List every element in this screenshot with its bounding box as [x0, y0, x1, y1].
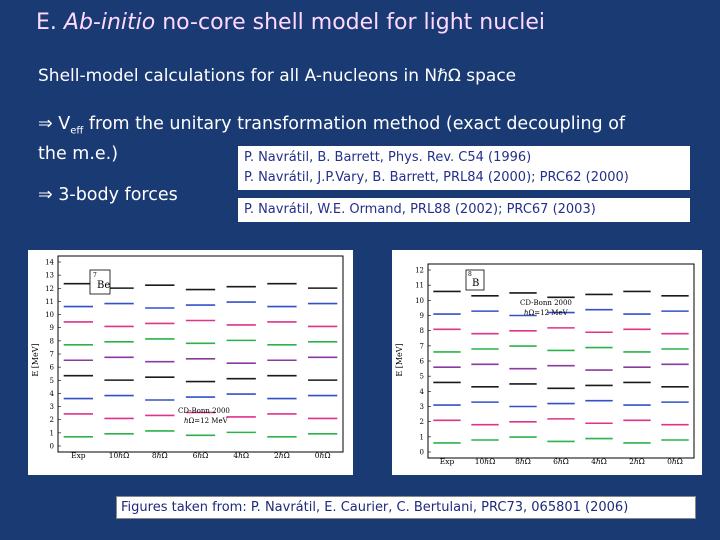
title-prefix: E.: [36, 10, 57, 35]
be7-ylabel: E [MeV]: [31, 343, 40, 376]
x-tick-label: 6ℏΩ: [193, 451, 209, 460]
title-italic: Ab-initio: [63, 10, 156, 35]
reference-box-2: P. Navrátil, W.E. Ormand, PRL88 (2002); …: [238, 198, 690, 222]
y-tick-label: 3: [420, 403, 424, 411]
y-tick-label: 1: [50, 429, 54, 437]
figure-caption: Figures taken from: P. Navrátil, E. Caur…: [116, 496, 696, 519]
b8-legend-1: CD-Bonn 2000: [520, 299, 572, 307]
x-tick-label: 0ℏΩ: [667, 457, 683, 466]
three-body-text: 3-body forces: [58, 185, 178, 205]
y-tick-label: 9: [50, 324, 54, 332]
x-tick-label: 8ℏΩ: [515, 457, 531, 466]
veff-text: from the unitary transformation method (…: [83, 114, 626, 134]
y-tick-label: 8: [50, 337, 54, 345]
intro-line: Shell-model calculations for all A-nucle…: [38, 66, 517, 86]
y-tick-label: 12: [45, 285, 54, 293]
b8-symbol: B: [472, 278, 479, 289]
y-tick-label: 0: [50, 443, 54, 451]
b8-mass-number: 8: [468, 271, 472, 278]
veff-symbol: Veff: [58, 114, 84, 137]
y-tick-label: 5: [50, 377, 54, 385]
title-rest: no-core shell model for light nuclei: [162, 10, 546, 35]
reference-2: P. Navrátil, W.E. Ormand, PRL88 (2002); …: [244, 202, 596, 217]
b8-nucleus-box: [465, 269, 485, 291]
x-tick-label: 2ℏΩ: [274, 451, 290, 460]
be7-mass-number: 7: [93, 272, 97, 279]
y-tick-label: 14: [45, 259, 54, 267]
implies-arrow: ⇒: [38, 114, 53, 134]
y-tick-label: 2: [420, 418, 424, 426]
y-tick-label: 3: [50, 403, 54, 411]
slide-title: E. Ab-initio no-core shell model for lig…: [36, 10, 545, 35]
be7-legend-1: CD-Bonn 2000: [178, 407, 230, 415]
be7-nucleus-box: [89, 269, 111, 295]
y-tick-label: 6: [50, 364, 55, 372]
y-tick-label: 5: [420, 373, 424, 381]
y-tick-label: 9: [420, 312, 424, 320]
b8-frame: [427, 263, 695, 459]
x-tick-label: 8ℏΩ: [152, 451, 168, 460]
three-body-bullet: ⇒ 3-body forces: [38, 185, 178, 205]
figure-b8-spectrum: E [MeV] 0 1 2 3 4 5 6 7 8 9 10 11 12 Exp 10ℏΩ 8ℏΩ 6ℏΩ 4ℏ…: [392, 250, 702, 475]
be7-symbol: Be: [97, 280, 110, 291]
y-tick-label: 2: [50, 416, 54, 424]
x-tick-label: 4ℏΩ: [591, 457, 607, 466]
x-tick-label: 4ℏΩ: [233, 451, 249, 460]
x-tick-label: Exp: [71, 451, 86, 460]
y-tick-label: 6: [420, 358, 425, 366]
figure-be7-spectrum: E [MeV] 0 1 2 3 4 5 6 7 8 9 10 11 12 13 14 Exp 10ℏΩ 8ℏΩ 6…: [28, 250, 353, 475]
b8-legend-2: ℏΩ=12 MeV: [524, 309, 569, 317]
y-tick-label: 1: [420, 433, 424, 441]
x-tick-label: 2ℏΩ: [629, 457, 645, 466]
be7-legend-2: ℏΩ=12 MeV: [184, 417, 229, 425]
y-tick-label: 4: [420, 388, 425, 396]
y-tick-label: 4: [50, 390, 55, 398]
y-tick-label: 0: [420, 449, 424, 457]
y-tick-label: 11: [415, 282, 424, 290]
reference-box-1: P. Navrátil, B. Barrett, Phys. Rev. C54 …: [238, 146, 690, 190]
x-tick-label: Exp: [440, 457, 455, 466]
y-tick-label: 10: [415, 297, 424, 305]
reference-1b: P. Navrátil, J.P.Vary, B. Barrett, PRL84…: [244, 170, 629, 185]
x-tick-label: 10ℏΩ: [109, 451, 130, 460]
y-tick-label: 11: [45, 298, 54, 306]
x-tick-label: 10ℏΩ: [475, 457, 496, 466]
veff-text-cont: the m.e.): [38, 143, 119, 164]
veff-bullet: ⇒ Veff from the unitary transformation m…: [38, 113, 625, 165]
y-tick-label: 7: [420, 342, 424, 350]
reference-1a: P. Navrátil, B. Barrett, Phys. Rev. C54 …: [244, 150, 532, 165]
x-tick-label: 6ℏΩ: [553, 457, 569, 466]
y-tick-label: 13: [45, 272, 54, 280]
y-tick-label: 8: [420, 327, 424, 335]
y-tick-label: 7: [50, 351, 54, 359]
y-tick-label: 10: [45, 311, 54, 319]
b8-ylabel: E [MeV]: [395, 343, 404, 376]
x-tick-label: 0ℏΩ: [315, 451, 331, 460]
y-tick-label: 12: [415, 267, 424, 275]
implies-arrow: ⇒: [38, 185, 53, 205]
